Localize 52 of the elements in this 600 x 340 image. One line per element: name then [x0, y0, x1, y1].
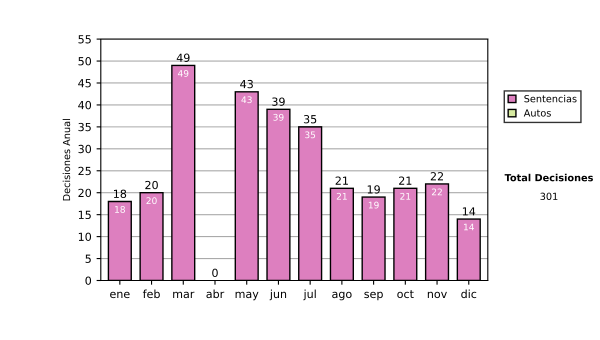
total-label: 21	[336, 176, 348, 185]
y-tick-label: 55	[78, 35, 91, 44]
data-label: 20	[146, 197, 157, 204]
data-label: 35	[305, 131, 316, 138]
text: Total Decisiones	[504, 174, 593, 182]
y-tick-label: 15	[78, 210, 91, 220]
legend-label: Autos	[524, 109, 551, 117]
y-tick-label: 25	[78, 166, 91, 176]
total-label: 19	[368, 185, 380, 194]
x-tick-label: jul	[303, 290, 316, 300]
x-tick-label: sep	[364, 292, 383, 300]
total-label: 35	[304, 115, 316, 124]
x-tick-label: ene	[110, 292, 130, 298]
data-label: 22	[432, 188, 442, 196]
x-tick-label: nov	[428, 292, 447, 298]
y-axis-title: Decisiones Anual	[62, 119, 70, 200]
x-tick-label: jun	[270, 290, 286, 300]
x-tick-label: abr	[206, 290, 224, 298]
y-tick-label: 5	[86, 254, 91, 263]
total-label: 14	[462, 207, 476, 216]
total-label: 39	[272, 97, 285, 106]
text: 301	[540, 192, 558, 200]
total-label: 18	[114, 190, 126, 198]
x-tick-label: oct	[397, 290, 414, 298]
y-tick-label: 30	[78, 144, 92, 154]
y-tick-label: 20	[78, 188, 92, 198]
data-label: 39	[273, 114, 284, 121]
data-label: 21	[400, 192, 410, 200]
y-tick-label: 10	[78, 232, 92, 241]
total-label: 49	[176, 54, 190, 62]
y-tick-label: 45	[78, 79, 91, 88]
x-tick-label: may	[236, 292, 258, 300]
data-label: 49	[178, 70, 188, 77]
data-label: 43	[241, 96, 252, 104]
y-tick-label: 0	[85, 276, 92, 285]
y-tick-label: 40	[78, 100, 92, 110]
x-tick-label: feb	[142, 290, 160, 298]
data-label: 21	[336, 192, 347, 200]
y-tick-label: 50	[78, 57, 92, 66]
total-label: 21	[399, 176, 412, 185]
x-tick-label: mar	[173, 292, 194, 298]
data-label: 18	[115, 206, 125, 213]
x-tick-label: ago	[332, 292, 352, 300]
data-label: 19	[368, 202, 379, 208]
data-label: 14	[464, 224, 474, 230]
x-tick-label: dic	[461, 290, 476, 298]
y-tick-label: 35	[78, 122, 91, 132]
total-label: 22	[430, 172, 443, 180]
total-label: 20	[145, 180, 158, 190]
total-label: 43	[240, 80, 253, 88]
legend-label: Sentencias	[524, 94, 577, 102]
total-label: 0	[212, 268, 218, 278]
